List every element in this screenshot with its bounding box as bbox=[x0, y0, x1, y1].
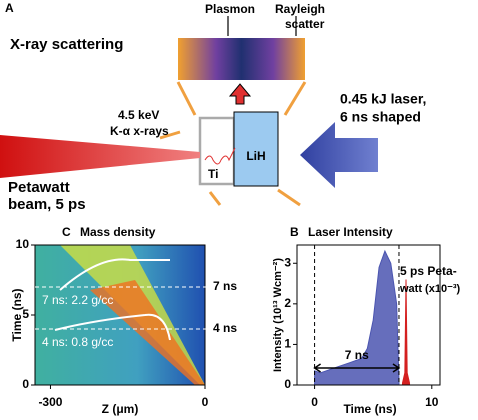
panel-title: Laser Intensity bbox=[308, 225, 393, 239]
y-tick-label: 10 bbox=[16, 237, 30, 251]
label: K-α x-rays bbox=[110, 124, 169, 138]
label: Ti bbox=[208, 167, 218, 181]
beam bbox=[0, 135, 200, 178]
y-tick-label: 0 bbox=[22, 377, 29, 391]
panel-title: Mass density bbox=[80, 225, 156, 239]
panel-label: B bbox=[290, 225, 299, 239]
arrow bbox=[228, 83, 252, 105]
x-tick-label: 0 bbox=[202, 395, 209, 409]
arrow bbox=[227, 16, 297, 36]
x-tick-label: 10 bbox=[425, 395, 439, 409]
target bbox=[233, 111, 279, 187]
y-tick-label: 1 bbox=[284, 337, 291, 351]
y-tick-label: 0 bbox=[284, 377, 291, 391]
y-tick-label: 5 bbox=[22, 307, 29, 321]
y-axis-label: Time (ns) bbox=[10, 288, 24, 341]
x-axis-label: Z (μm) bbox=[102, 402, 139, 416]
annotation: watt (x10⁻³) bbox=[399, 283, 461, 295]
y-axis-label: Intensity (10¹³ Wcm⁻²) bbox=[272, 258, 284, 372]
annotation: 4 ns: 0.8 g/cc bbox=[42, 335, 113, 349]
label: 6 ns shaped bbox=[340, 109, 421, 125]
label: 4.5 keV bbox=[118, 108, 159, 122]
panel-label: A bbox=[5, 1, 14, 15]
label: Plasmon bbox=[205, 2, 255, 16]
scatter-image bbox=[178, 38, 305, 80]
marker-label: 7 ns bbox=[213, 279, 237, 293]
profile bbox=[54, 258, 171, 341]
x-axis-label: Time (ns) bbox=[343, 402, 396, 416]
marker-label: 4 ns bbox=[213, 321, 237, 335]
title: X-ray scattering bbox=[10, 36, 123, 53]
label: beam, 5 ps bbox=[8, 196, 86, 213]
heatmap-band bbox=[90, 280, 205, 385]
x-tick-label: 0 bbox=[311, 395, 318, 409]
duration-label: 7 ns bbox=[345, 348, 369, 362]
annotation: 7 ns: 2.2 g/cc bbox=[42, 293, 113, 307]
axes bbox=[296, 244, 441, 386]
y-tick-label: 3 bbox=[284, 255, 291, 269]
area bbox=[401, 279, 411, 386]
label: scatter bbox=[285, 17, 325, 31]
laser-arrow bbox=[300, 122, 378, 188]
label: 0.45 kJ laser, bbox=[340, 91, 426, 107]
x-tick-label: -300 bbox=[38, 395, 62, 409]
annotation: 5 ps Peta- bbox=[400, 264, 457, 278]
panel-label: C bbox=[62, 225, 71, 239]
xray bbox=[204, 147, 236, 165]
y-tick-label: 2 bbox=[284, 296, 291, 310]
area bbox=[314, 249, 400, 386]
duration-arrow bbox=[313, 363, 401, 373]
panel-c: C Mass density -300 0 0 5 10 Z (μm) Time (ns) 7 n… bbox=[10, 225, 237, 416]
frame bbox=[159, 81, 307, 207]
panel-b: B Laser Intensity 0 10 0 1 2 3 Time (ns) Intensit… bbox=[272, 225, 461, 416]
label: Petawatt bbox=[8, 179, 70, 196]
label: Rayleigh bbox=[275, 2, 325, 16]
label: LiH bbox=[246, 149, 265, 163]
